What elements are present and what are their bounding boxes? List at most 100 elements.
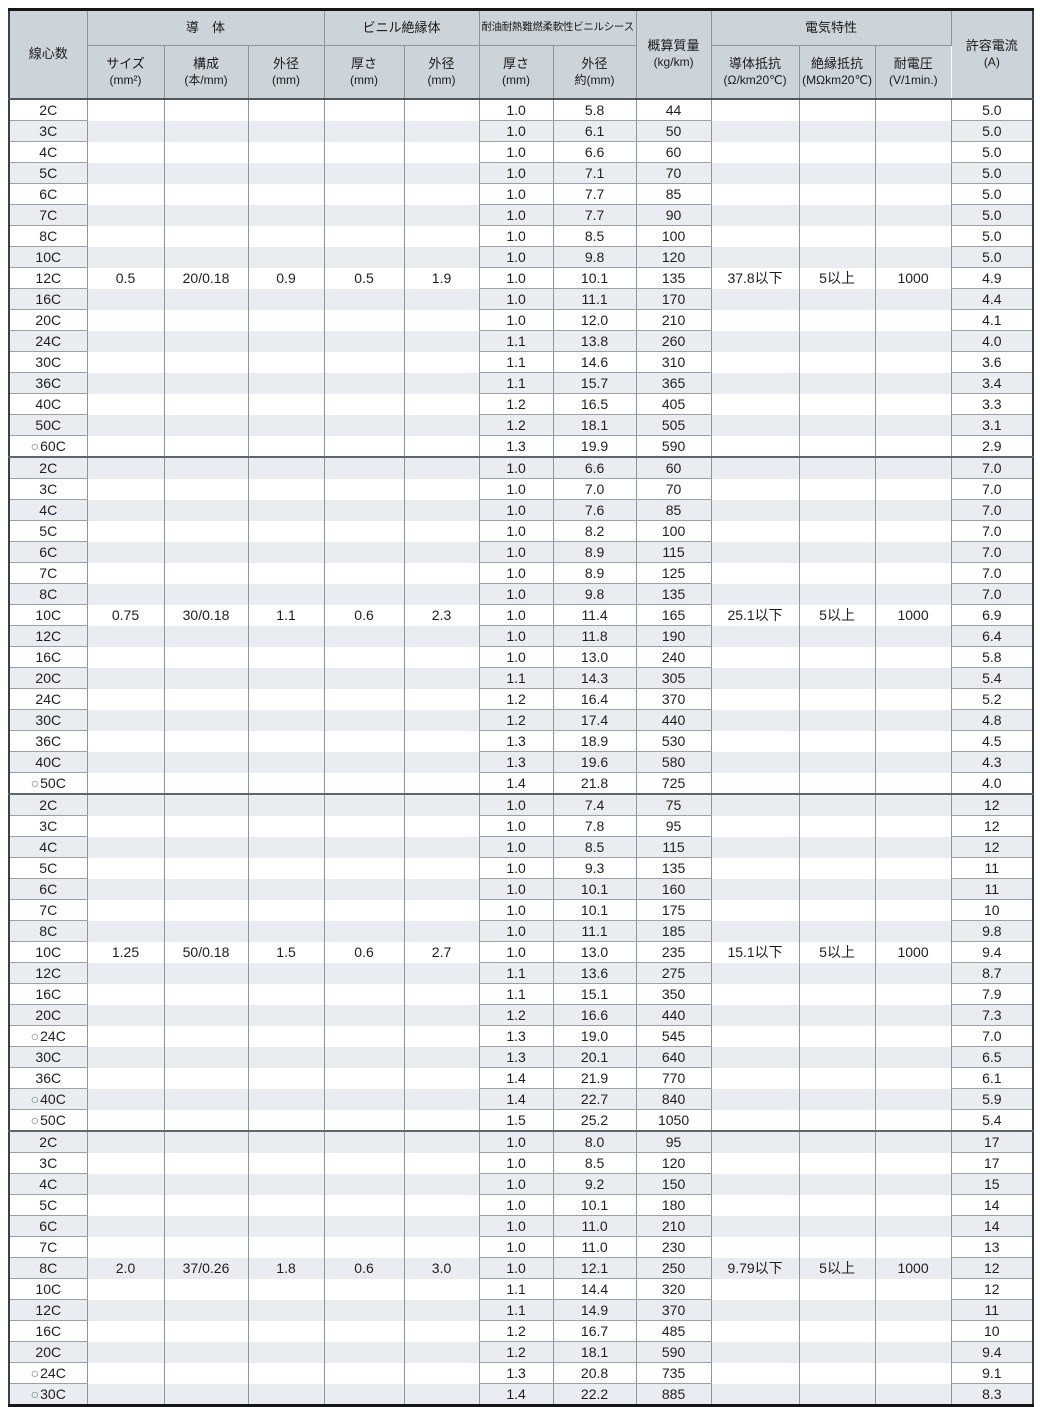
conductor-strand-cell: [164, 772, 249, 795]
table-row: 30C 1.3 20.1 640 6.5: [9, 1046, 1034, 1068]
insulation-od-cell: [404, 836, 480, 858]
withstand-voltage-cell: [875, 499, 952, 521]
mass-cell: 175: [636, 899, 712, 921]
insulation-thickness-cell: [324, 1299, 405, 1321]
withstand-voltage-cell: [875, 1383, 952, 1407]
conductor-strand-cell: [164, 1236, 249, 1258]
conductor-strand-cell: [164, 1046, 249, 1068]
cores-cell: 5C: [9, 162, 88, 184]
insulation-resistance-cell: [799, 794, 876, 816]
conductor-size-cell: [87, 99, 165, 121]
withstand-voltage-cell: [875, 541, 952, 563]
cores-label: 12C: [35, 1302, 62, 1318]
table-row: 16C 1.0 11.1 170 4.4: [9, 288, 1034, 310]
insulation-thickness-cell: [324, 1004, 405, 1026]
sheath-od-cell: 21.9: [553, 1067, 637, 1089]
conductor-strand-cell: [164, 1215, 249, 1237]
withstand-voltage-cell: [875, 899, 952, 921]
current-cell: 3.3: [951, 393, 1034, 415]
conductor-od-cell: [248, 1067, 325, 1089]
conductor-od-cell: [248, 1299, 325, 1321]
mass-cell: 735: [636, 1362, 712, 1384]
conductor-size-cell: [87, 120, 165, 142]
conductor-size-cell: [87, 878, 165, 900]
sheath-thickness-cell: 1.0: [479, 899, 554, 921]
sheath-od-cell: 14.9: [553, 1299, 637, 1321]
conductor-resistance-cell: [711, 1236, 800, 1258]
cores-cell: 3C: [9, 478, 88, 500]
cores-label: 16C: [35, 291, 62, 307]
conductor-od-cell: [248, 857, 325, 879]
table-row: 36C 1.3 18.9 530 4.5: [9, 730, 1034, 752]
table-row: 5C 1.0 8.2 100 7.0: [9, 520, 1034, 542]
insulation-resistance-cell: 5以上: [799, 1257, 876, 1279]
col-header-mass: 概算質量 (kg/km): [636, 9, 712, 100]
insulation-resistance-cell: [799, 1194, 876, 1216]
conductor-strand-cell: [164, 162, 249, 184]
mass-cell: 135: [636, 583, 712, 605]
circle-mark-icon: ○: [30, 1028, 40, 1044]
conductor-resistance-cell: [711, 1383, 800, 1407]
insulation-thickness-cell: [324, 435, 405, 458]
sheath-od-cell: 22.7: [553, 1088, 637, 1110]
conductor-od-cell: [248, 562, 325, 584]
current-cell: 7.0: [951, 457, 1034, 479]
withstand-voltage-cell: [875, 1320, 952, 1342]
sheath-od-cell: 18.9: [553, 730, 637, 752]
current-cell: 9.4: [951, 1341, 1034, 1363]
cores-cell: 10C: [9, 1278, 88, 1300]
conductor-size-cell: [87, 1152, 165, 1174]
conductor-strand-cell: 30/0.18: [164, 604, 249, 626]
cores-cell: 8C: [9, 583, 88, 605]
sheath-thickness-cell: 1.0: [479, 1131, 554, 1153]
cores-cell: 12C: [9, 625, 88, 647]
insulation-od-cell: [404, 520, 480, 542]
sheath-thickness-cell: 1.0: [479, 878, 554, 900]
cores-label: 2C: [39, 460, 58, 476]
cores-label: 40C: [35, 396, 62, 412]
conductor-resistance-cell: [711, 1173, 800, 1195]
insulation-resistance-cell: [799, 246, 876, 268]
insulation-od-cell: [404, 1173, 480, 1195]
conductor-strand-cell: [164, 1341, 249, 1363]
cores-label: 7C: [39, 902, 58, 918]
sheath-od-cell: 25.2: [553, 1109, 637, 1132]
conductor-resistance-cell: [711, 772, 800, 795]
cores-label: 8C: [39, 1260, 58, 1276]
col-header-conductor-od: 外径 (mm): [248, 45, 325, 100]
withstand-voltage-cell: [875, 667, 952, 689]
mass-cell: 70: [636, 162, 712, 184]
conductor-resistance-cell: [711, 414, 800, 436]
conductor-size-cell: [87, 435, 165, 458]
conductor-strand-cell: [164, 183, 249, 205]
col-header-current-unit: (A): [983, 55, 1000, 70]
conductor-size-cell: [87, 583, 165, 605]
sheath-od-cell: 7.7: [553, 183, 637, 205]
sheath-od-cell: 16.4: [553, 688, 637, 710]
cores-label: 4C: [39, 502, 58, 518]
withstand-voltage-cell: 1000: [875, 941, 952, 963]
conductor-size-cell: [87, 730, 165, 752]
cores-label: 8C: [39, 923, 58, 939]
sheath-thickness-cell: 1.0: [479, 604, 554, 626]
withstand-voltage-cell: 1000: [875, 267, 952, 289]
mass-cell: 70: [636, 478, 712, 500]
cores-cell: 4C: [9, 1173, 88, 1195]
table-row: 10C 1.1 14.4 320 12: [9, 1278, 1034, 1300]
conductor-strand-cell: [164, 857, 249, 879]
insulation-resistance-cell: [799, 478, 876, 500]
withstand-voltage-cell: [875, 414, 952, 436]
insulation-thickness-cell: [324, 1131, 405, 1153]
conductor-strand-cell: [164, 962, 249, 984]
sheath-thickness-cell: 1.3: [479, 751, 554, 773]
sheath-thickness-cell: 1.0: [479, 183, 554, 205]
table-row: ○40C 1.4 22.7 840 5.9: [9, 1088, 1034, 1110]
cores-label: 30C: [35, 1049, 62, 1065]
mass-cell: 100: [636, 225, 712, 247]
insulation-od-cell: [404, 1299, 480, 1321]
insulation-thickness-cell: [324, 351, 405, 373]
conductor-size-cell: [87, 541, 165, 563]
withstand-voltage-cell: [875, 1004, 952, 1026]
sheath-od-cell: 7.4: [553, 794, 637, 816]
cores-cell: 8C: [9, 225, 88, 247]
